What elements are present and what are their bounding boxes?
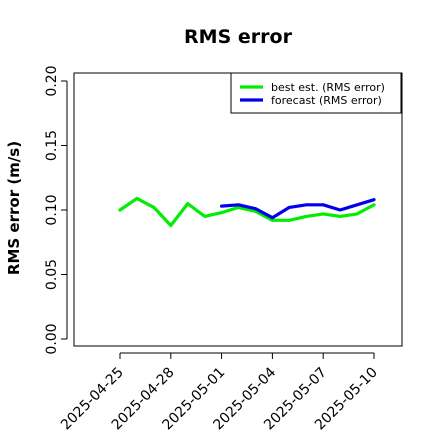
series-line-1 [220, 198, 376, 220]
y-tick-label-3: 0.15 [44, 130, 60, 161]
y-axis: 0.00 0.05 0.10 0.15 0.20 [44, 65, 68, 355]
legend-label-1: forecast (RMS error) [271, 94, 382, 107]
legend: best est. (RMS error)forecast (RMS error… [230, 72, 402, 114]
series-layer [118, 196, 376, 228]
y-tick-label-0: 0.00 [44, 323, 60, 354]
x-axis: 2025-04-252025-04-282025-05-012025-05-04… [58, 352, 381, 433]
legend-label-0: best est. (RMS error) [271, 81, 385, 94]
chart-title: RMS error [184, 26, 293, 48]
series-line-0 [118, 196, 376, 228]
y-tick-label-1: 0.05 [44, 259, 60, 290]
y-tick-label-4: 0.20 [44, 65, 60, 96]
y-axis-label: RMS error (m/s) [5, 141, 23, 275]
legend-box [230, 72, 402, 114]
y-tick-label-2: 0.10 [44, 194, 60, 225]
